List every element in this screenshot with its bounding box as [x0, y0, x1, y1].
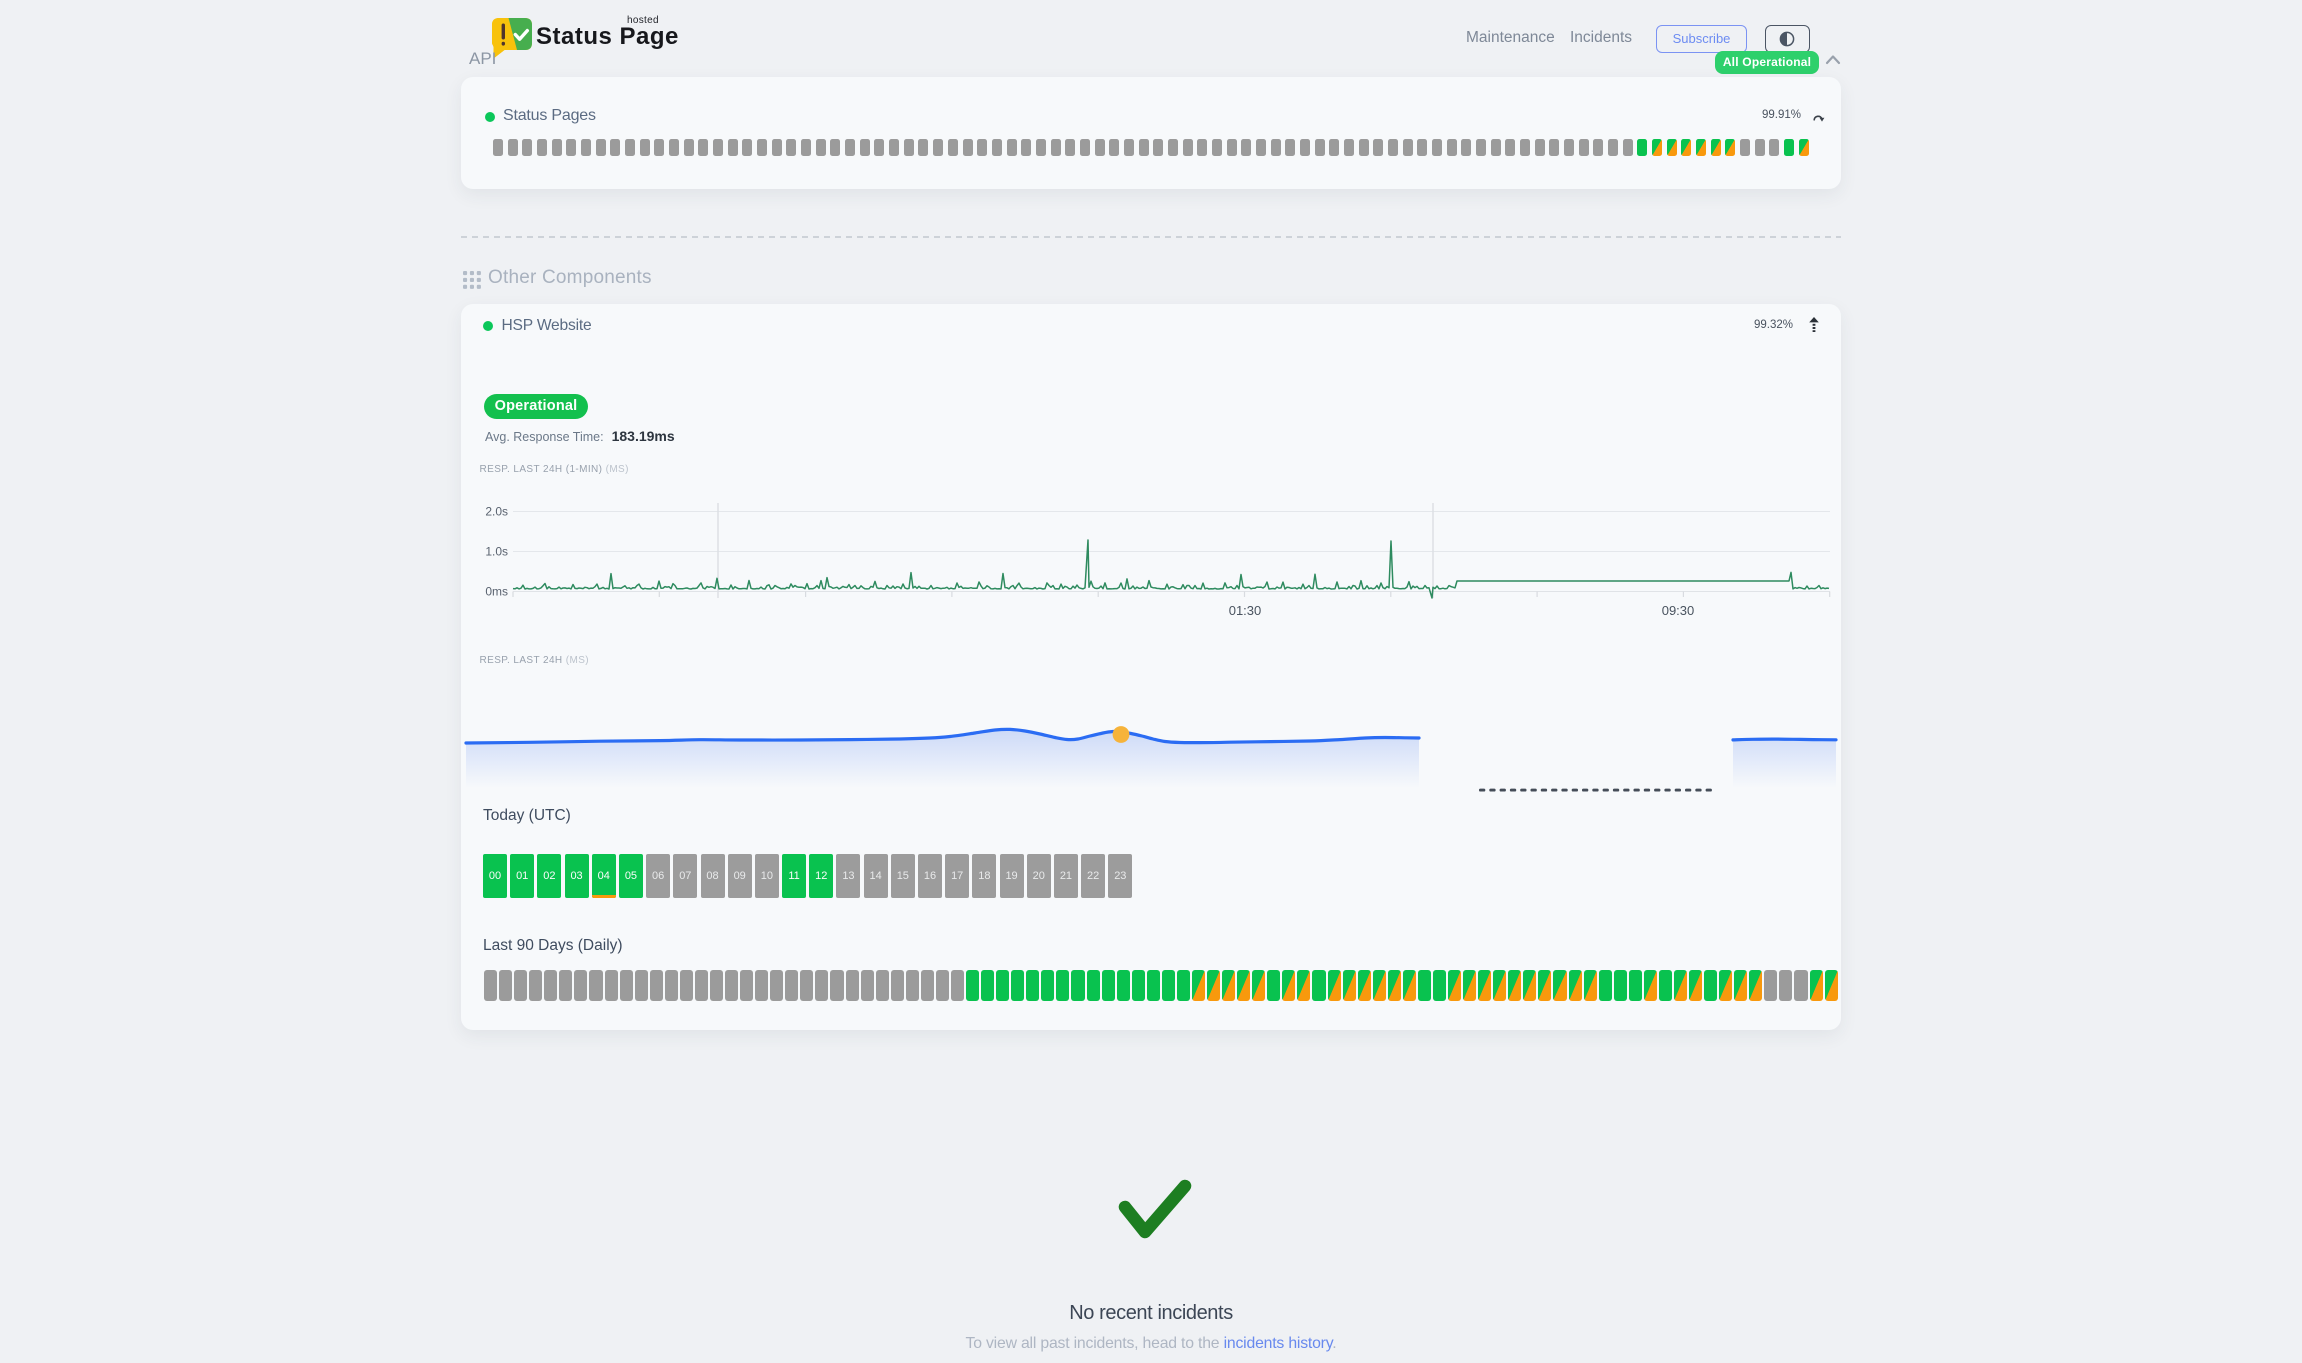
svg-text:01:30: 01:30 — [1229, 603, 1262, 618]
svg-text:1.0s: 1.0s — [485, 545, 508, 559]
svg-text:09:30: 09:30 — [1662, 603, 1695, 618]
svg-text:2.0s: 2.0s — [485, 505, 508, 519]
svg-text:0ms: 0ms — [485, 585, 508, 599]
